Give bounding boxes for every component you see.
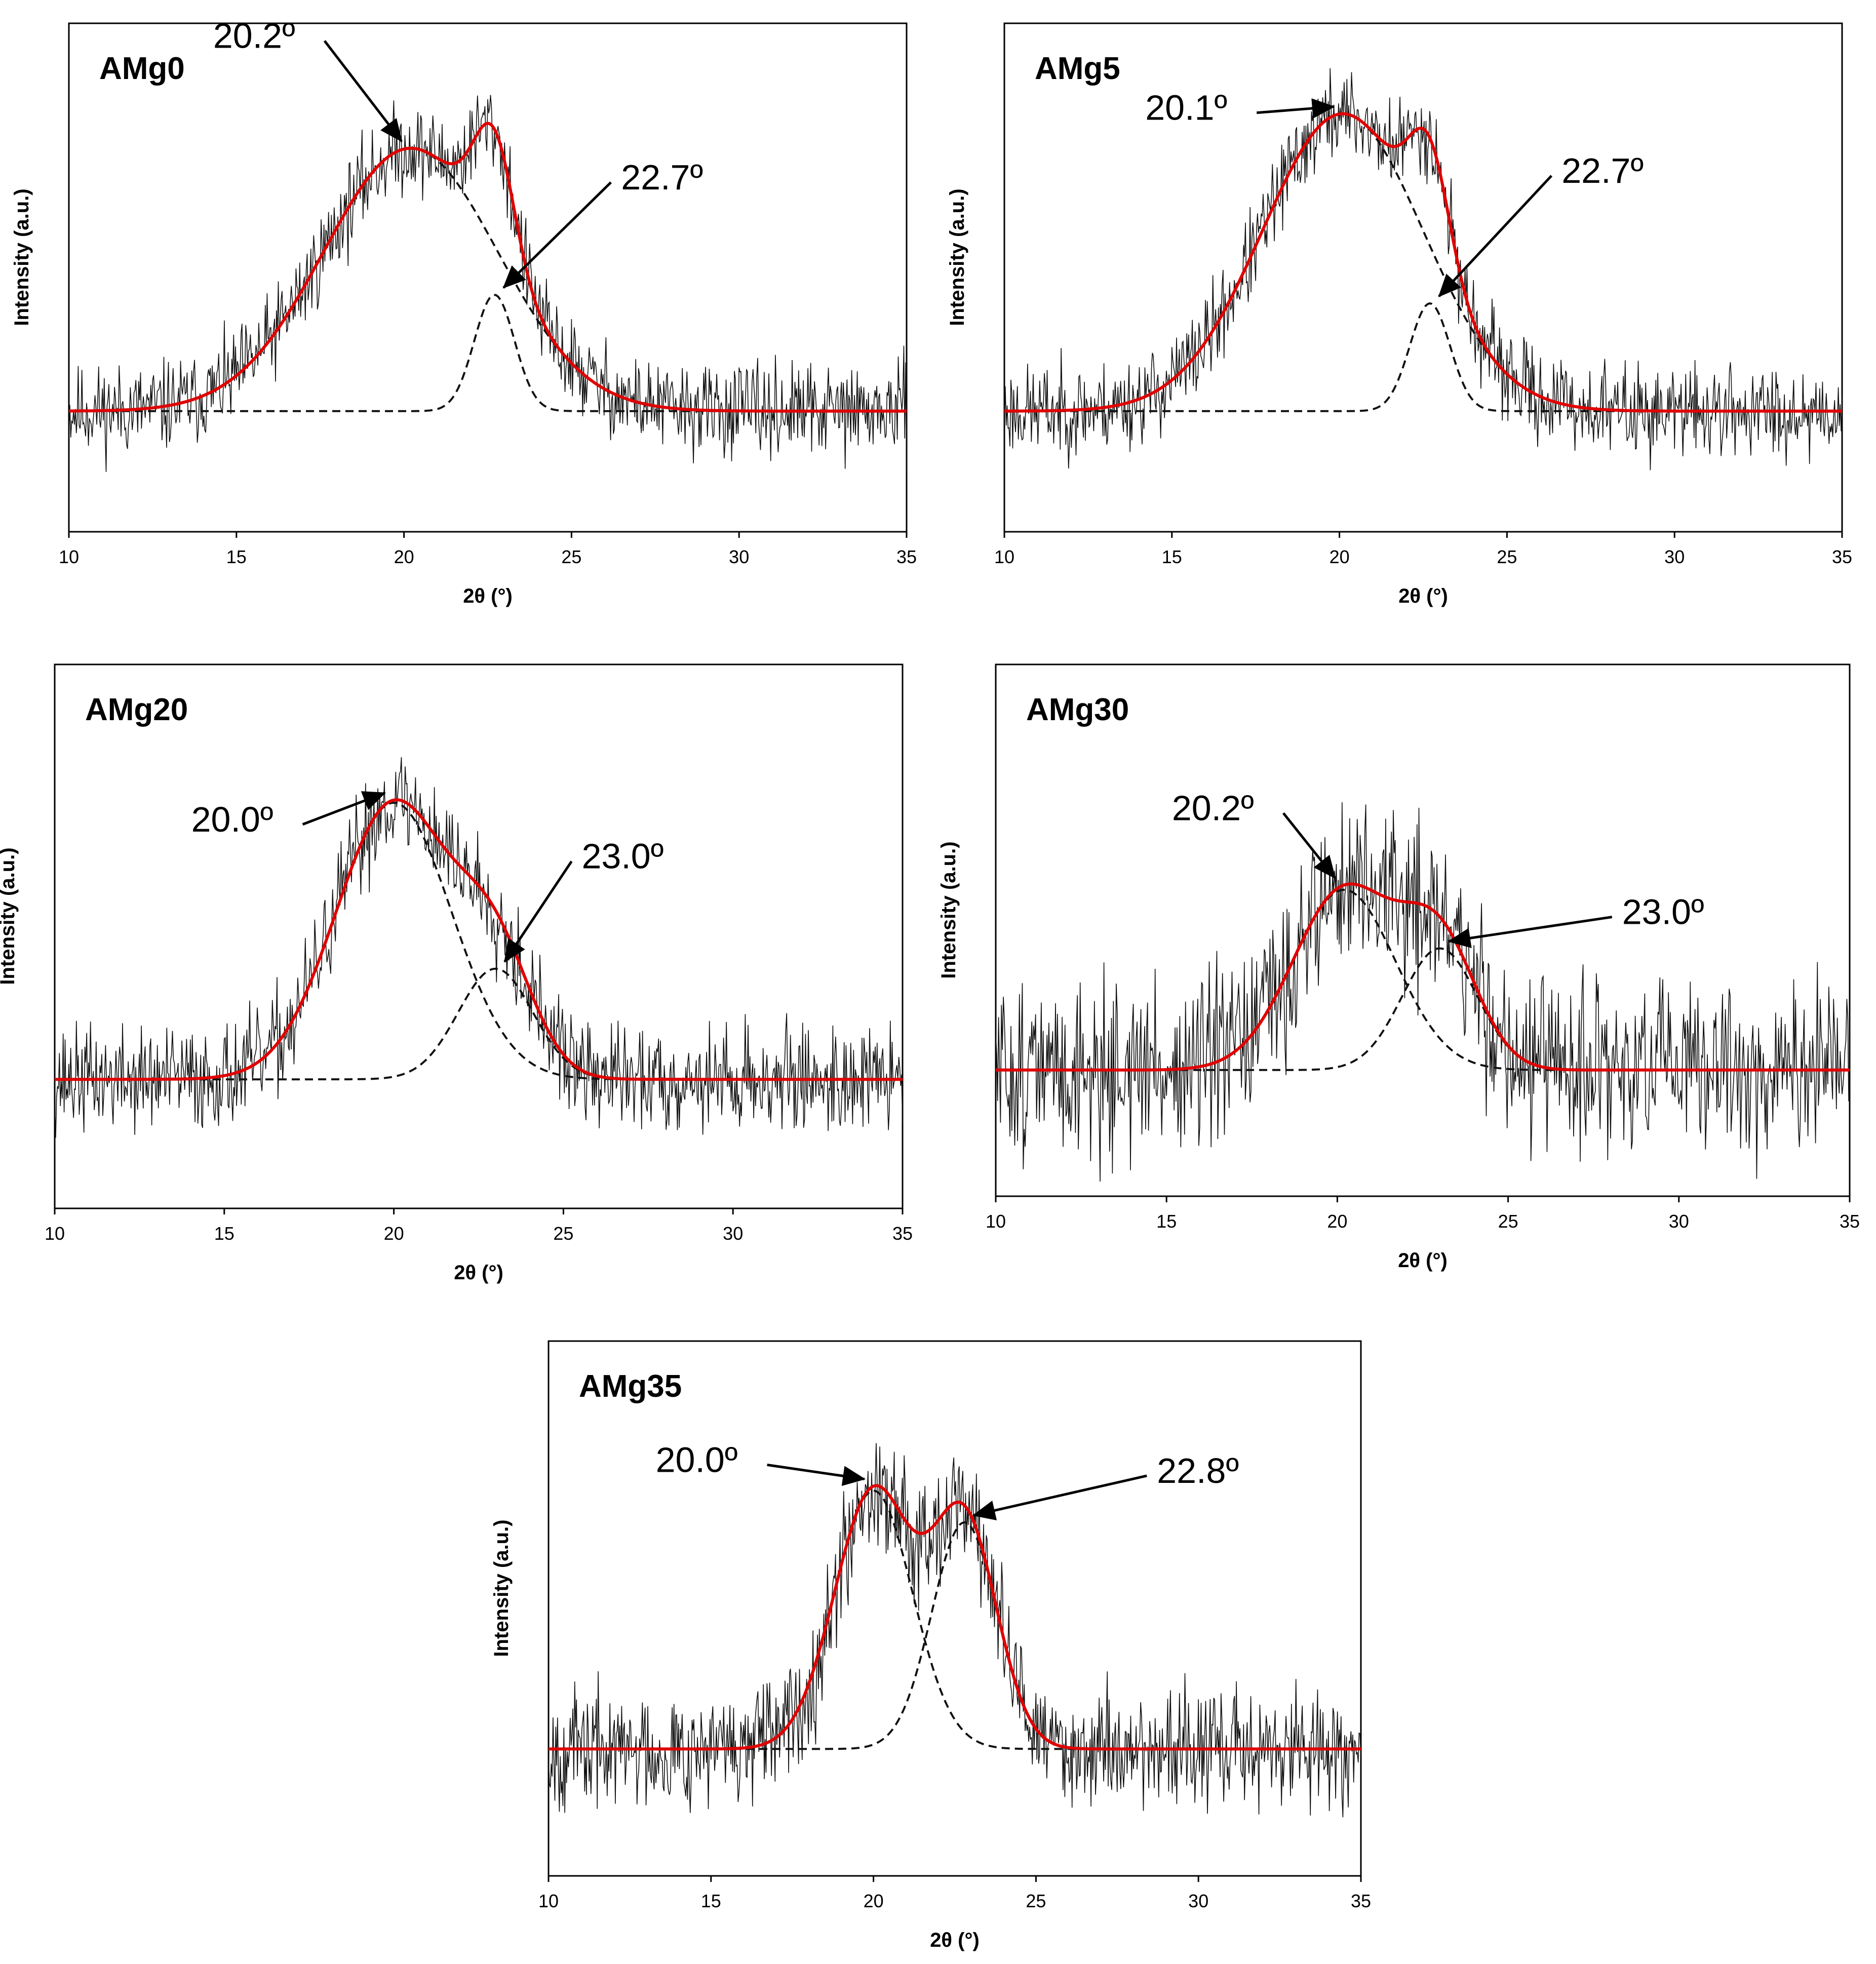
- x-tick-label: 20: [384, 1223, 404, 1244]
- x-tick-label: 20: [394, 546, 414, 567]
- peak-arrow: [502, 181, 612, 289]
- x-tick-label: 15: [1156, 1211, 1177, 1232]
- peak-label: 22.7º: [1561, 151, 1644, 190]
- chart-panel-amg20: 10 15 20 25 30 35 2θ (°) Intensity (a.u.) AMg20 2…: [0, 663, 913, 1284]
- panel-title: AMg30: [1026, 692, 1129, 727]
- fitted-curve: [996, 882, 1850, 1072]
- x-tick-label: 20: [864, 1891, 884, 1911]
- component-peak-2: [549, 1521, 1361, 1750]
- x-tick-label: 35: [1832, 546, 1852, 567]
- x-axis-label: 2θ (°): [463, 585, 513, 607]
- x-tick-label: 15: [226, 546, 247, 567]
- x-tick-label: 35: [1351, 1891, 1371, 1911]
- raw-data-trace: [69, 95, 907, 472]
- plot-frame: [1003, 22, 1843, 533]
- x-tick-label: 30: [1188, 1891, 1208, 1911]
- peak-label: 22.8º: [1157, 1451, 1239, 1490]
- x-tick-label: 10: [45, 1223, 65, 1244]
- y-axis-label: Intensity (a.u.): [946, 188, 968, 326]
- peak-label: 20.2º: [213, 16, 295, 56]
- x-tick-label: 25: [1498, 1211, 1518, 1232]
- x-tick-label: 25: [1497, 546, 1517, 567]
- peak-arrow: [1282, 812, 1336, 879]
- x-tick-label: 10: [59, 546, 79, 567]
- panel-title: AMg35: [579, 1369, 682, 1404]
- y-axis-label: Intensity (a.u.): [11, 188, 33, 326]
- x-tick-label: 10: [538, 1891, 559, 1911]
- peak-arrow: [1448, 916, 1613, 949]
- peak-label: 22.7º: [621, 158, 703, 197]
- x-tick-label: 25: [553, 1223, 573, 1244]
- peak-label: 20.0º: [191, 800, 273, 839]
- peak-arrow: [302, 791, 386, 826]
- plot-frame: [54, 663, 904, 1209]
- plot-frame: [995, 663, 1851, 1197]
- x-axis-label: 2θ (°): [1398, 1249, 1448, 1272]
- component-peak-1: [1004, 112, 1842, 412]
- peak-label: 20.2º: [1172, 789, 1254, 828]
- peak-arrow: [503, 860, 573, 963]
- component-peak-2: [55, 967, 903, 1081]
- x-tick-label: 35: [892, 1223, 913, 1244]
- x-tick-label: 30: [1664, 546, 1685, 567]
- fitted-curve: [549, 1484, 1361, 1751]
- peak-arrow: [767, 1463, 866, 1486]
- chart-panel-amg35: 10 15 20 25 30 35 2θ (°) Intensity (a.u.) AMg35 2…: [490, 1340, 1371, 1951]
- raw-data-trace: [996, 802, 1850, 1182]
- raw-data-trace: [549, 1443, 1361, 1818]
- component-peak-2: [1004, 302, 1842, 412]
- x-axis-label: 2θ (°): [454, 1262, 503, 1284]
- raw-data-trace: [1004, 68, 1842, 470]
- peak-label: 20.0º: [656, 1440, 738, 1479]
- fitted-curve: [69, 122, 907, 413]
- component-peak-2: [69, 294, 907, 412]
- x-tick-label: 30: [723, 1223, 743, 1244]
- peak-arrow: [972, 1474, 1147, 1521]
- peak-arrow: [1438, 175, 1553, 297]
- chart-panel-amg30: 10 15 20 25 30 35 2θ (°) Intensity (a.u.) AMg30 2…: [937, 663, 1860, 1272]
- y-axis-label: Intensity (a.u.): [0, 847, 19, 985]
- panel-title: AMg5: [1035, 51, 1120, 86]
- peak-label: 20.1º: [1145, 88, 1227, 128]
- x-tick-label: 35: [1840, 1211, 1860, 1232]
- peak-label: 23.0º: [1622, 892, 1704, 932]
- plot-frame: [548, 1340, 1362, 1877]
- x-tick-label: 20: [1327, 1211, 1347, 1232]
- x-tick-label: 15: [701, 1891, 721, 1911]
- x-tick-label: 30: [1669, 1211, 1689, 1232]
- peak-arrow: [1257, 98, 1335, 119]
- chart-panel-amg0: 10 15 20 25 30 35 2θ (°) Intensity (a.u.) AMg0 20…: [11, 16, 917, 607]
- x-axis-label: 2θ (°): [1398, 585, 1448, 607]
- chart-panel-amg5: 10 15 20 25 30 35 2θ (°) Intensity (a.u.) AMg5 20…: [946, 22, 1852, 607]
- y-axis-label: Intensity (a.u.): [490, 1519, 513, 1657]
- x-tick-label: 15: [1162, 546, 1182, 567]
- peak-label: 23.0º: [581, 837, 663, 876]
- component-peak-1: [549, 1489, 1361, 1750]
- x-tick-label: 10: [986, 1211, 1006, 1232]
- x-tick-label: 15: [214, 1223, 235, 1244]
- x-tick-label: 25: [561, 546, 581, 567]
- x-tick-label: 35: [896, 546, 917, 567]
- fitted-curve: [1004, 112, 1842, 413]
- panel-title: AMg20: [85, 692, 188, 727]
- x-tick-label: 30: [729, 546, 749, 567]
- x-tick-label: 20: [1330, 546, 1350, 567]
- fitted-curve: [55, 798, 903, 1081]
- peak-arrow: [323, 40, 403, 142]
- x-tick-label: 25: [1026, 1891, 1046, 1911]
- panel-title: AMg0: [99, 51, 185, 86]
- x-axis-label: 2θ (°): [930, 1929, 980, 1951]
- raw-data-trace: [55, 757, 903, 1138]
- y-axis-label: Intensity (a.u.): [937, 841, 960, 978]
- x-tick-label: 10: [994, 546, 1014, 567]
- plot-frame: [68, 22, 908, 533]
- component-peak-1: [55, 802, 903, 1081]
